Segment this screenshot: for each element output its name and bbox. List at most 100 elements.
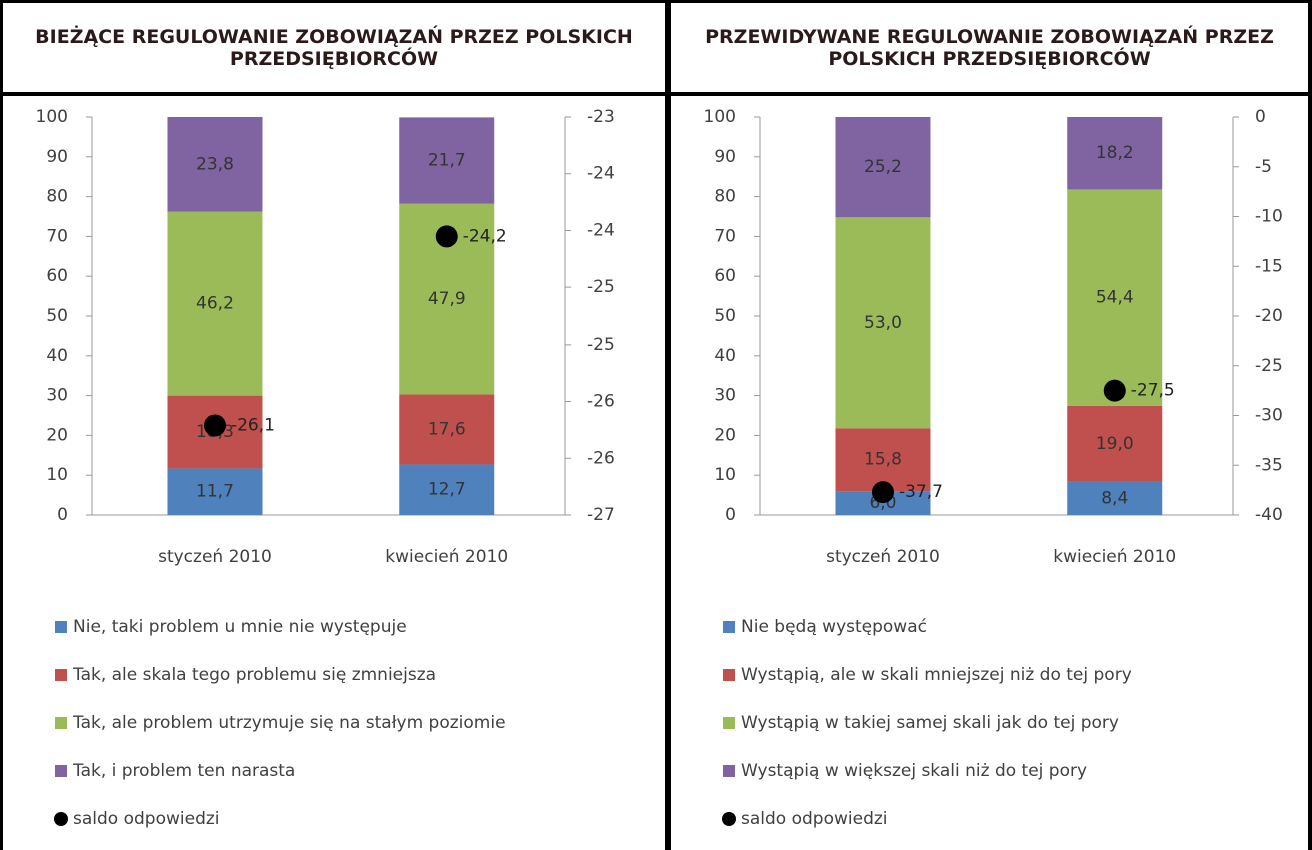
y2-tick-label: -30 (1255, 406, 1283, 426)
y-tick-label: 30 (46, 386, 68, 406)
legend-label: saldo odpowiedzi (741, 809, 888, 829)
y2-tick-label: -10 (1255, 207, 1283, 227)
dot-label: -26,1 (231, 415, 275, 435)
bar-segment (399, 117, 495, 204)
y2-tick-label: 0 (1255, 107, 1266, 127)
y-tick-label: 0 (725, 505, 736, 525)
saldo-dot (435, 225, 458, 248)
legend-label: Nie, taki problem u mnie nie występuje (73, 617, 407, 637)
bar-segment (167, 468, 263, 515)
y-tick-label: 30 (714, 386, 736, 406)
bar-segment (399, 464, 495, 515)
panel-title: PRZEWIDYWANE REGULOWANIE ZOBOWIĄZAŃ PRZE… (705, 26, 1274, 70)
y2-tick-label: -27 (587, 505, 615, 525)
y-tick-label: 100 (36, 107, 68, 127)
y-tick-label: 20 (714, 425, 736, 445)
x-tick-label: styczeń 2010 (826, 547, 940, 567)
border (0, 0, 3, 850)
y2-tick-label: -15 (1255, 256, 1283, 276)
dot-label: -37,7 (899, 482, 943, 502)
y2-tick-label: -25 (587, 335, 615, 355)
saldo-dot (871, 481, 894, 504)
y2-tick-label: -20 (1255, 306, 1283, 326)
y-tick-label: 50 (714, 306, 736, 326)
y-tick-label: 40 (714, 346, 736, 366)
x-tick-label: styczeń 2010 (158, 547, 272, 567)
legend-label: Nie będą występować (741, 617, 927, 637)
legend-label: Wystąpią w większej skali niż do tej por… (741, 761, 1087, 781)
saldo-dot (203, 414, 226, 437)
x-tick-label: kwiecień 2010 (385, 547, 508, 567)
y-tick-label: 10 (46, 465, 68, 485)
data-label: 15,8 (864, 450, 902, 470)
header-line (0, 92, 1312, 96)
legend-marker (723, 765, 735, 777)
dot-label: -24,2 (463, 226, 507, 246)
bar-segment (1067, 189, 1163, 406)
border (0, 0, 1312, 3)
legend-label: Tak, ale skala tego problemu się zmniejs… (72, 665, 436, 685)
y2-tick-label: -24 (587, 220, 615, 240)
y2-tick-label: -5 (1255, 157, 1272, 177)
y-tick-label: 100 (704, 107, 736, 127)
divider (665, 0, 671, 850)
data-label: 25,2 (864, 157, 902, 177)
legend-marker (722, 812, 736, 826)
y-tick-label: 40 (46, 346, 68, 366)
legend-marker (723, 669, 735, 681)
bar-segment (1067, 481, 1163, 515)
legend-label: saldo odpowiedzi (73, 809, 220, 829)
panel-title: BIEŻĄCE REGULOWANIE ZOBOWIĄZAŃ PRZEZ POL… (35, 26, 633, 70)
y-tick-label: 60 (714, 266, 736, 286)
y-tick-label: 0 (57, 505, 68, 525)
y2-tick-label: -24 (587, 164, 615, 184)
y2-tick-label: -25 (1255, 356, 1283, 376)
bar-segment (167, 117, 263, 212)
bar-segment (1067, 405, 1163, 482)
y2-tick-label: -26 (587, 392, 615, 412)
y2-tick-label: -35 (1255, 455, 1283, 475)
saldo-dot (1103, 379, 1126, 402)
data-label: 54,4 (1096, 288, 1134, 308)
y-tick-label: 70 (714, 226, 736, 246)
dot-label: -27,5 (1131, 381, 1175, 401)
data-label: 12,7 (428, 480, 466, 500)
legend-marker (55, 765, 67, 777)
data-label: 53,0 (864, 313, 902, 333)
y-tick-label: 50 (46, 306, 68, 326)
legend-label: Wystąpią w takiej samej skali jak do tej… (741, 713, 1119, 733)
data-label: 8,4 (1101, 488, 1128, 508)
bar-segment (835, 217, 931, 429)
y-tick-label: 80 (46, 187, 68, 207)
data-label: 17,6 (428, 419, 466, 439)
y2-tick-label: -40 (1255, 505, 1283, 525)
y2-tick-label: -23 (587, 107, 615, 127)
data-label: 18,2 (1096, 143, 1134, 163)
y-tick-label: 20 (46, 425, 68, 445)
border (1308, 0, 1312, 850)
legend-marker (55, 669, 67, 681)
bar-segment (1067, 117, 1163, 190)
y-tick-label: 80 (714, 187, 736, 207)
legend-label: Tak, i problem ten narasta (72, 761, 295, 781)
data-label: 11,7 (196, 482, 234, 502)
bar-segment (399, 394, 495, 465)
data-label: 21,7 (428, 151, 466, 171)
legend-label: Wystąpią, ale w skali mniejszej niż do t… (741, 665, 1132, 685)
data-label: 23,8 (196, 154, 234, 174)
y-tick-label: 10 (714, 465, 736, 485)
x-tick-label: kwiecień 2010 (1053, 547, 1176, 567)
data-label: 47,9 (428, 289, 466, 309)
legend-marker (723, 717, 735, 729)
y-tick-label: 90 (714, 147, 736, 167)
y2-tick-label: -25 (587, 277, 615, 297)
bar-segment (167, 211, 263, 396)
y-tick-label: 90 (46, 147, 68, 167)
y2-tick-label: -26 (587, 448, 615, 468)
legend-marker (723, 621, 735, 633)
legend-marker (55, 621, 67, 633)
data-label: 19,0 (1096, 434, 1134, 454)
bar-segment (835, 428, 931, 492)
